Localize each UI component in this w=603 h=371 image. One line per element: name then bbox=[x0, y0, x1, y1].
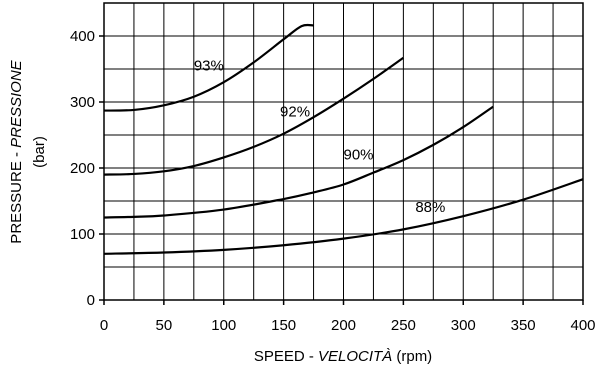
efficiency-curves bbox=[103, 23, 584, 255]
curve-label-90: 90% bbox=[344, 146, 374, 163]
y-tick-label: 0 bbox=[87, 292, 95, 309]
x-axis-title-unit: (rpm) bbox=[392, 348, 432, 365]
y-tick-label: 400 bbox=[70, 28, 95, 45]
y-tick-label: 100 bbox=[70, 226, 95, 243]
y-tick-label: 200 bbox=[70, 160, 95, 177]
x-axis-title-main: SPEED - bbox=[254, 348, 318, 365]
x-tick-labels: 0 50 100 150 200 250 300 350 400 bbox=[100, 300, 596, 334]
x-tick-label: 300 bbox=[451, 317, 476, 334]
curve-label-92: 92% bbox=[280, 104, 310, 121]
grid bbox=[104, 3, 583, 300]
curve-label-88: 88% bbox=[415, 199, 445, 216]
curve-labels: 93% 92% 90% 88% bbox=[194, 57, 446, 216]
x-tick-label: 200 bbox=[331, 317, 356, 334]
curve-label-93: 93% bbox=[194, 57, 224, 74]
x-axis-title-italic: VELOCITÀ bbox=[318, 348, 392, 365]
y-axis-unit: (bar) bbox=[31, 136, 48, 168]
efficiency-curve-88 bbox=[103, 178, 584, 255]
efficiency-curve-90 bbox=[103, 105, 494, 219]
y-axis-title-italic: PRESSIONE bbox=[8, 59, 25, 148]
x-tick-label: 100 bbox=[211, 317, 236, 334]
x-tick-label: 150 bbox=[271, 317, 296, 334]
x-tick-label: 0 bbox=[100, 317, 108, 334]
x-axis-title: SPEED - VELOCITÀ (rpm) bbox=[254, 348, 432, 365]
y-tick-label: 300 bbox=[70, 94, 95, 111]
x-tick-label: 50 bbox=[156, 317, 173, 334]
efficiency-curve-93 bbox=[103, 23, 314, 112]
x-tick-label: 350 bbox=[511, 317, 536, 334]
y-axis-title: PRESSURE - PRESSIONE bbox=[8, 59, 25, 243]
y-tick-labels: 0 100 200 300 400 bbox=[70, 28, 104, 309]
efficiency-curve-92 bbox=[103, 56, 405, 176]
x-tick-label: 400 bbox=[570, 317, 595, 334]
x-tick-label: 250 bbox=[391, 317, 416, 334]
y-axis-title-main: PRESSURE - bbox=[8, 148, 25, 244]
